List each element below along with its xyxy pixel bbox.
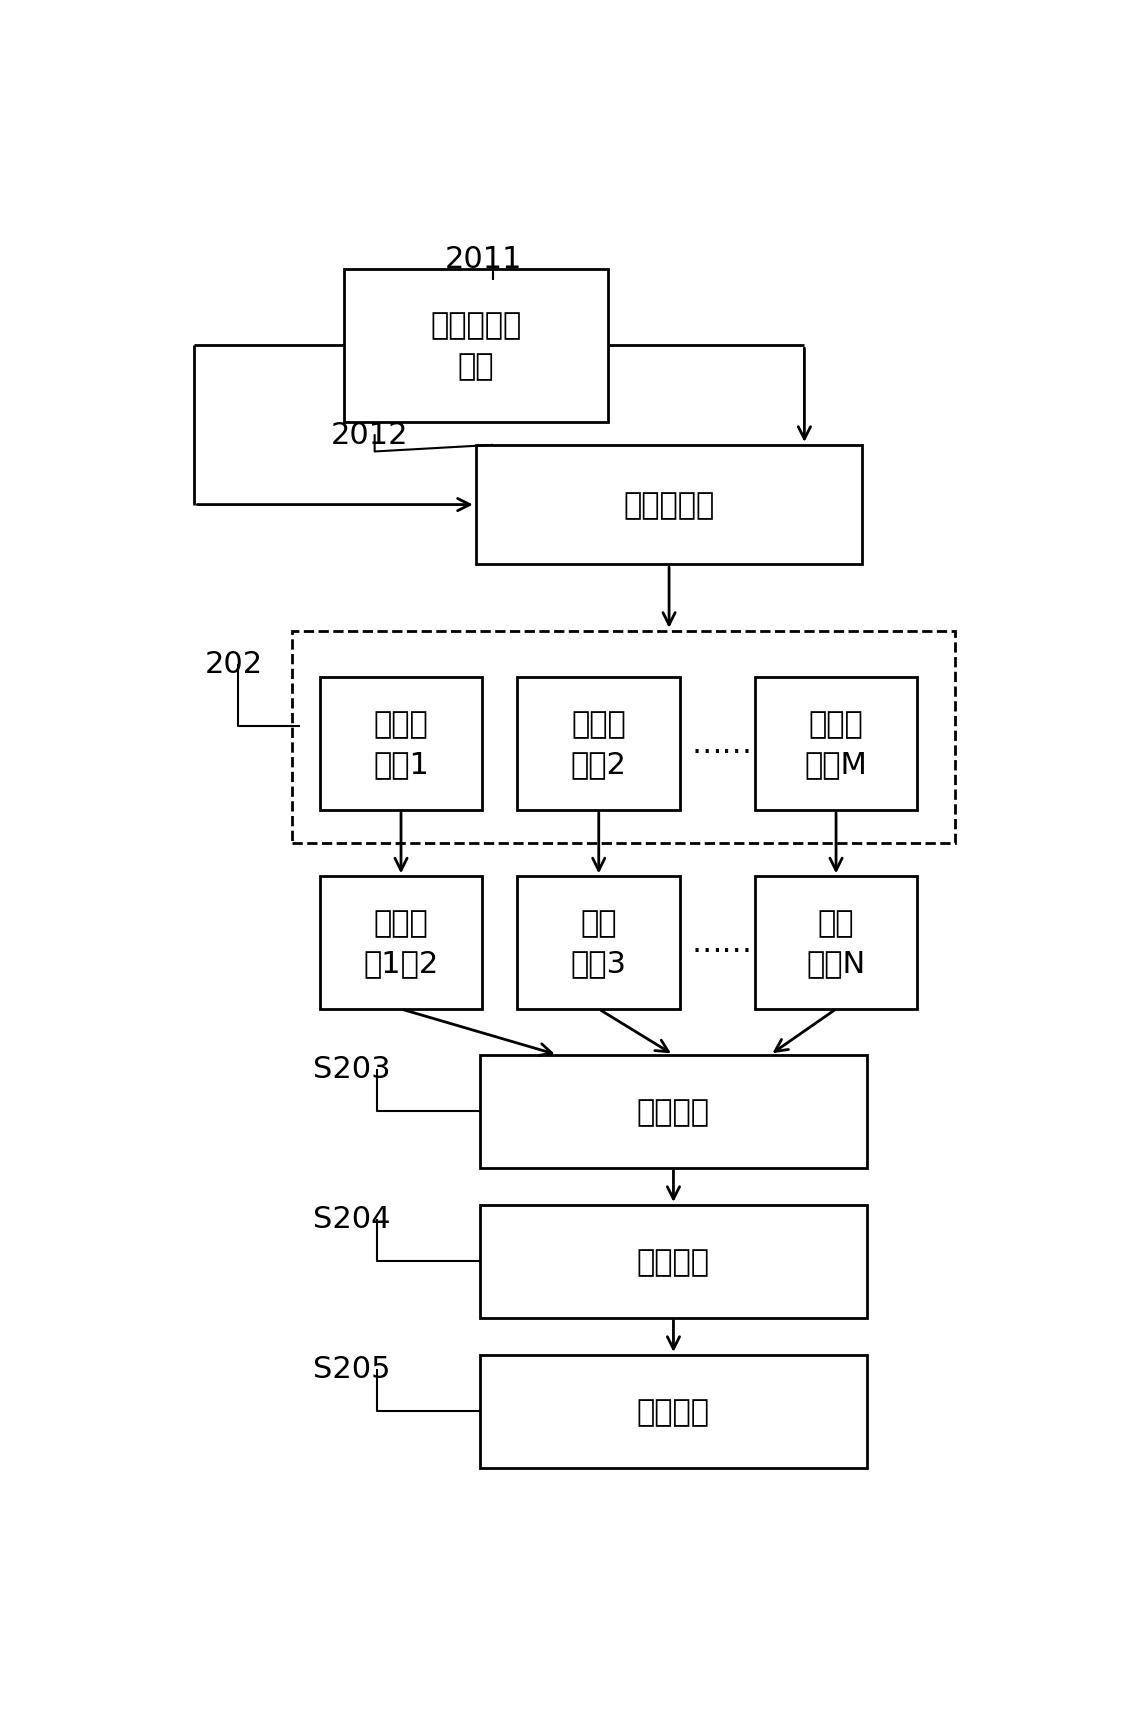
Bar	[755, 877, 917, 1010]
Text: 聊天机
器人M: 聊天机 器人M	[805, 710, 868, 779]
Text: 候选
回吧3: 候选 回吧3	[570, 908, 627, 979]
Text: 回答输出: 回答输出	[637, 1397, 710, 1427]
Bar	[517, 677, 680, 810]
Bar	[291, 631, 955, 844]
Text: 候选回
吧1、2: 候选回 吧1、2	[363, 908, 439, 979]
Text: ……: ……	[692, 929, 752, 958]
Text: 用户的输入
信息: 用户的输入 信息	[430, 312, 522, 381]
Bar	[517, 877, 680, 1010]
Text: 2011: 2011	[445, 245, 523, 274]
Bar	[480, 1354, 866, 1468]
Text: S203: S203	[313, 1054, 391, 1084]
Bar	[480, 1054, 866, 1168]
Bar	[320, 677, 482, 810]
Text: ……: ……	[692, 729, 752, 758]
Bar	[476, 446, 863, 565]
Text: 答案排序: 答案排序	[637, 1247, 710, 1277]
Text: 聊天机
器人1: 聊天机 器人1	[373, 710, 429, 779]
Text: 当前上下文: 当前上下文	[624, 491, 714, 520]
Bar	[320, 877, 482, 1010]
Text: 聊天机
器人2: 聊天机 器人2	[570, 710, 627, 779]
Text: 候选
回答N: 候选 回答N	[806, 908, 865, 979]
Text: S205: S205	[313, 1354, 390, 1384]
Bar	[480, 1204, 866, 1318]
Bar	[344, 271, 608, 422]
Text: 202: 202	[205, 650, 263, 679]
Text: 2012: 2012	[331, 420, 408, 450]
Text: S204: S204	[313, 1204, 390, 1234]
Bar	[755, 677, 917, 810]
Text: 回答过滤: 回答过滤	[637, 1098, 710, 1127]
